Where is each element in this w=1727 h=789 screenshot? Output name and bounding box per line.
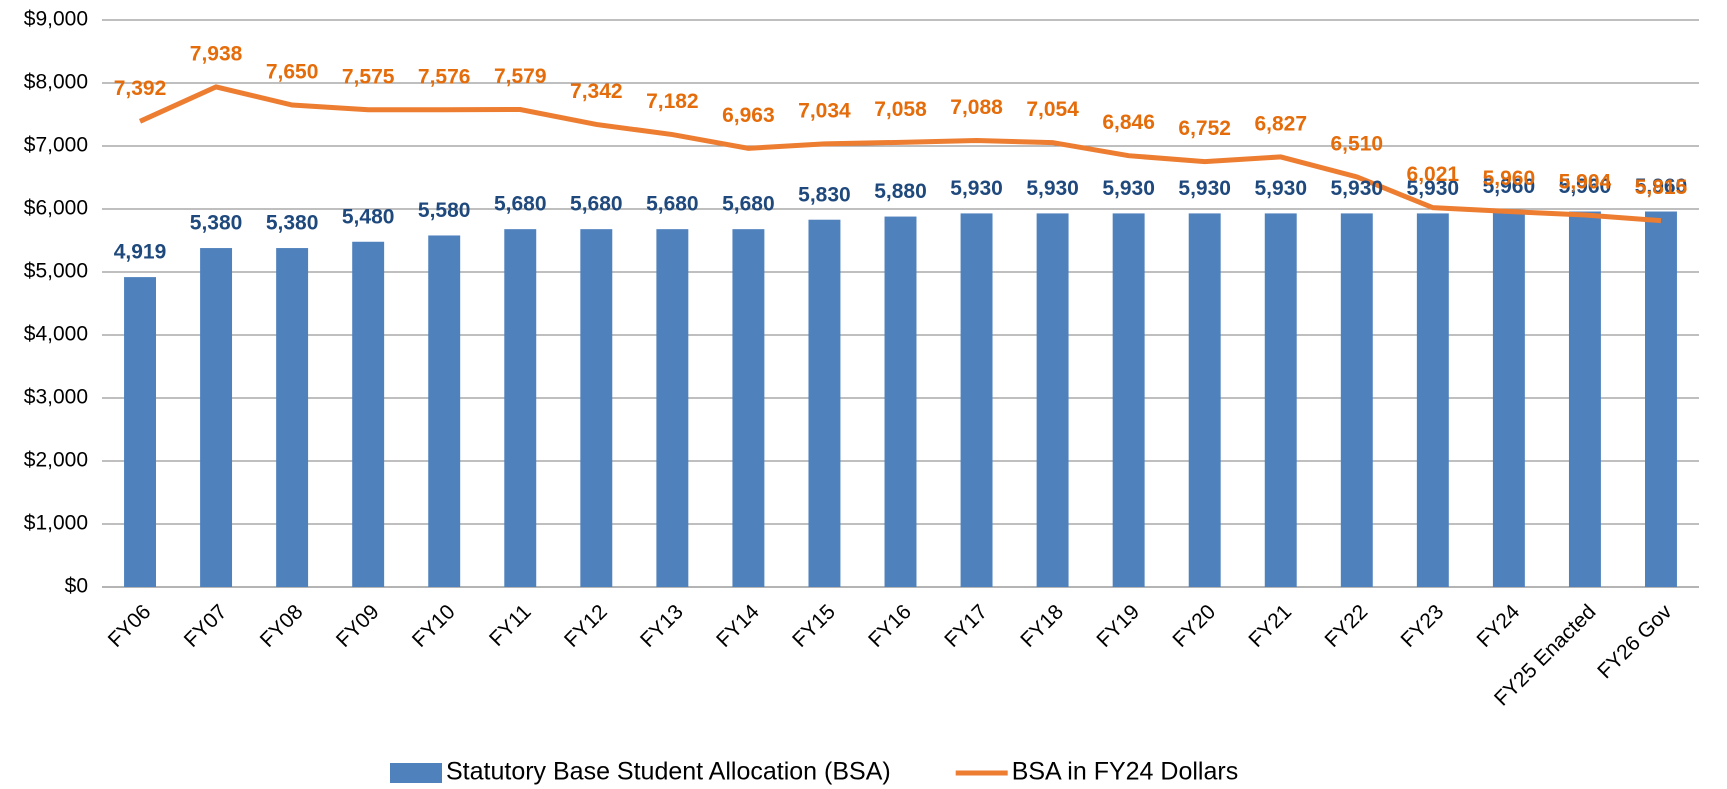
data-label: 5,930 (1026, 177, 1079, 200)
y-tick-label: $9,000 (24, 8, 88, 31)
data-label: 6,846 (1102, 111, 1155, 134)
x-tick-label: FY06 (104, 600, 156, 652)
x-tick-label: FY07 (180, 600, 232, 652)
data-label: 5,960 (1483, 175, 1536, 198)
legend-label: BSA in FY24 Dollars (1012, 758, 1239, 786)
data-label: 5,930 (1331, 177, 1384, 200)
bar (504, 229, 537, 587)
bar (124, 277, 156, 587)
data-label: 5,904 (1559, 171, 1612, 194)
data-label: 5,960 (1559, 175, 1612, 198)
x-tick-label: FY21 (1244, 600, 1296, 652)
data-label: 7,342 (570, 80, 623, 103)
y-tick-label: $0 (65, 575, 88, 598)
x-tick-label: FY10 (408, 600, 460, 652)
data-label: 6,752 (1178, 117, 1231, 140)
data-label: 5,930 (1407, 177, 1460, 200)
data-label: 7,034 (798, 99, 851, 122)
data-label: 6,510 (1331, 132, 1384, 155)
x-tick-label: FY11 (485, 600, 536, 651)
bar (1492, 211, 1525, 587)
x-tick-label: FY22 (1320, 600, 1372, 652)
data-label: 5,830 (798, 183, 851, 206)
data-label: 5,680 (570, 193, 623, 216)
data-label: 5,380 (266, 212, 319, 235)
data-label: 7,392 (114, 77, 167, 100)
bar (1036, 213, 1069, 587)
data-label: 6,963 (722, 104, 775, 127)
x-tick-label: FY16 (864, 600, 916, 652)
bar (276, 248, 309, 587)
bar (580, 229, 613, 587)
bar (1264, 213, 1297, 587)
bar (808, 219, 841, 587)
data-label: 7,058 (874, 98, 927, 121)
data-label: 4,919 (114, 241, 167, 264)
y-tick-label: $3,000 (24, 386, 88, 409)
data-label: 5,380 (190, 212, 243, 235)
x-tick-label: FY13 (636, 600, 688, 652)
legend-swatch (390, 763, 442, 783)
bar (1340, 213, 1373, 587)
x-tick-label: FY23 (1397, 600, 1449, 652)
x-tick-label: FY15 (788, 600, 840, 652)
data-label: 5,680 (646, 193, 699, 216)
data-label: 5,680 (494, 193, 547, 216)
legend-label: Statutory Base Student Allocation (BSA) (446, 758, 891, 786)
bar (1188, 213, 1221, 587)
data-label: 5,580 (418, 199, 471, 222)
bar (960, 213, 993, 587)
y-tick-label: $1,000 (24, 512, 88, 535)
data-label: 5,960 (1635, 175, 1688, 198)
data-label: 7,579 (494, 65, 547, 88)
y-tick-label: $6,000 (24, 197, 88, 220)
data-label: 5,680 (722, 193, 775, 216)
x-tick-label: FY24 (1473, 600, 1525, 652)
x-tick-label: FY12 (560, 600, 612, 652)
data-label: 7,088 (950, 96, 1003, 119)
bar (1416, 213, 1449, 587)
bar (732, 229, 765, 587)
bar (352, 241, 385, 587)
data-label: 7,054 (1026, 98, 1079, 121)
y-tick-label: $8,000 (24, 71, 88, 94)
data-label: 5,930 (1178, 177, 1231, 200)
x-tick-label: FY17 (940, 600, 992, 652)
x-tick-label: FY18 (1016, 600, 1068, 652)
data-label: 7,938 (190, 42, 243, 65)
data-label: 5,815 (1635, 176, 1688, 199)
data-label: 7,182 (646, 90, 699, 113)
data-label: 7,576 (418, 65, 471, 88)
y-tick-label: $4,000 (24, 323, 88, 346)
data-label: 7,650 (266, 61, 319, 84)
data-label: 5,960 (1483, 167, 1536, 190)
data-label: 7,575 (342, 65, 395, 88)
x-tick-label: FY26 Gov (1593, 600, 1676, 683)
bar (200, 248, 233, 587)
x-tick-label: FY20 (1168, 600, 1220, 652)
y-tick-label: $5,000 (24, 260, 88, 283)
data-label: 6,021 (1407, 163, 1460, 186)
data-label: 5,930 (950, 177, 1003, 200)
x-tick-label: FY08 (256, 600, 308, 652)
bar (1112, 213, 1145, 587)
y-tick-label: $2,000 (24, 449, 88, 472)
data-label: 5,930 (1102, 177, 1155, 200)
x-tick-label: FY14 (712, 600, 764, 652)
bar (1645, 211, 1677, 587)
data-label: 5,880 (874, 180, 927, 203)
line (138, 84, 1662, 224)
bar (656, 229, 689, 587)
x-tick-label: FY09 (332, 600, 384, 652)
data-label: 5,930 (1254, 177, 1307, 200)
y-tick-label: $7,000 (24, 134, 88, 157)
data-label: 5,480 (342, 205, 395, 228)
data-label: 6,827 (1254, 112, 1307, 135)
x-tick-label: FY19 (1092, 600, 1144, 652)
bar (428, 235, 461, 587)
bar (884, 216, 917, 587)
bar (1568, 211, 1601, 587)
